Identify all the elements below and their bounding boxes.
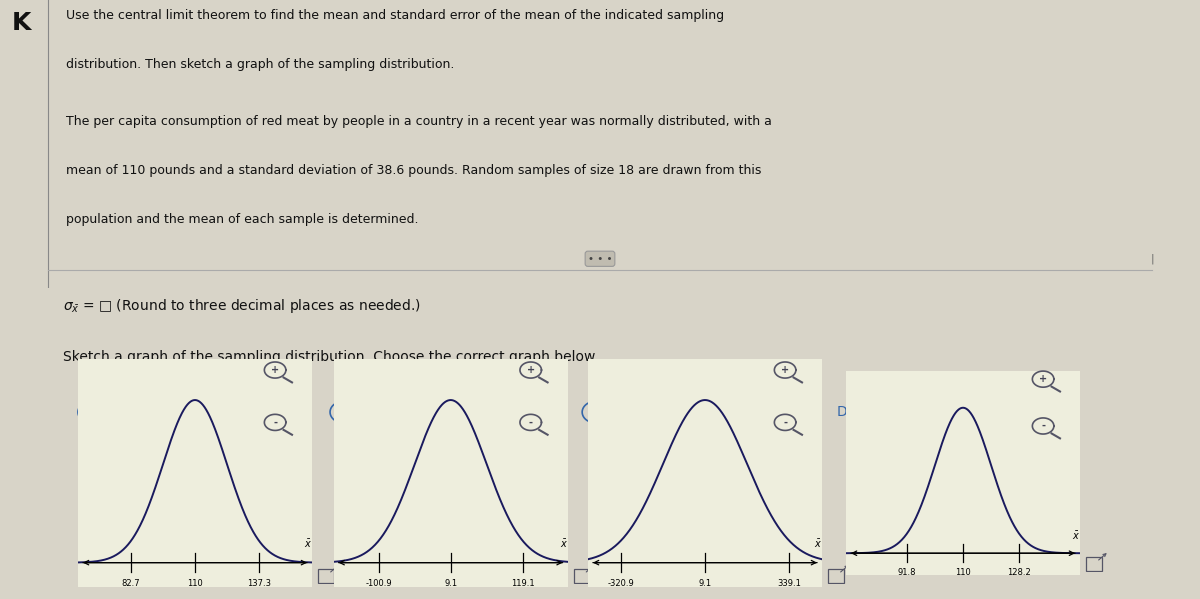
- Text: $\bar{x}$: $\bar{x}$: [815, 537, 822, 550]
- Text: A.: A.: [126, 405, 139, 419]
- Text: 9.1: 9.1: [698, 579, 712, 588]
- Text: B.: B.: [378, 405, 392, 419]
- Text: • • •: • • •: [588, 254, 612, 264]
- Text: 119.1: 119.1: [511, 579, 534, 588]
- Text: mean of 110 pounds and a standard deviation of 38.6 pounds. Random samples of si: mean of 110 pounds and a standard deviat…: [66, 164, 761, 177]
- Text: +: +: [527, 365, 535, 375]
- Text: -320.9: -320.9: [607, 579, 635, 588]
- Text: distribution. Then sketch a graph of the sampling distribution.: distribution. Then sketch a graph of the…: [66, 58, 455, 71]
- Text: 137.3: 137.3: [247, 579, 271, 588]
- Text: -100.9: -100.9: [366, 579, 392, 588]
- Text: D.: D.: [836, 405, 852, 419]
- Text: Use the central limit theorem to find the mean and standard error of the mean of: Use the central limit theorem to find th…: [66, 8, 724, 22]
- Text: 339.1: 339.1: [778, 579, 802, 588]
- Text: population and the mean of each sample is determined.: population and the mean of each sample i…: [66, 213, 419, 226]
- Text: -: -: [529, 418, 533, 428]
- Text: +: +: [1039, 374, 1048, 384]
- Text: 128.2: 128.2: [1007, 568, 1031, 577]
- Text: +: +: [271, 365, 280, 375]
- Text: The per capita consumption of red meat by people in a country in a recent year w: The per capita consumption of red meat b…: [66, 115, 772, 128]
- Text: 110: 110: [955, 568, 971, 577]
- Text: $\bar{x}$: $\bar{x}$: [560, 537, 568, 550]
- Text: -: -: [274, 418, 277, 428]
- Text: |: |: [1150, 253, 1154, 264]
- Text: $\bar{x}$: $\bar{x}$: [1073, 530, 1080, 541]
- Text: -: -: [1042, 421, 1045, 431]
- Text: 9.1: 9.1: [444, 579, 457, 588]
- Text: 91.8: 91.8: [898, 568, 917, 577]
- Text: C.: C.: [630, 405, 644, 419]
- Text: $\bar{x}$: $\bar{x}$: [305, 537, 312, 550]
- Text: 110: 110: [187, 579, 203, 588]
- Text: -: -: [784, 418, 787, 428]
- Text: 82.7: 82.7: [122, 579, 140, 588]
- Text: K: K: [12, 11, 31, 35]
- Text: $\sigma_{\bar{x}}$ = □ (Round to three decimal places as needed.): $\sigma_{\bar{x}}$ = □ (Round to three d…: [64, 297, 421, 315]
- Text: +: +: [781, 365, 790, 375]
- Text: Sketch a graph of the sampling distribution. Choose the correct graph below.: Sketch a graph of the sampling distribut…: [64, 350, 599, 364]
